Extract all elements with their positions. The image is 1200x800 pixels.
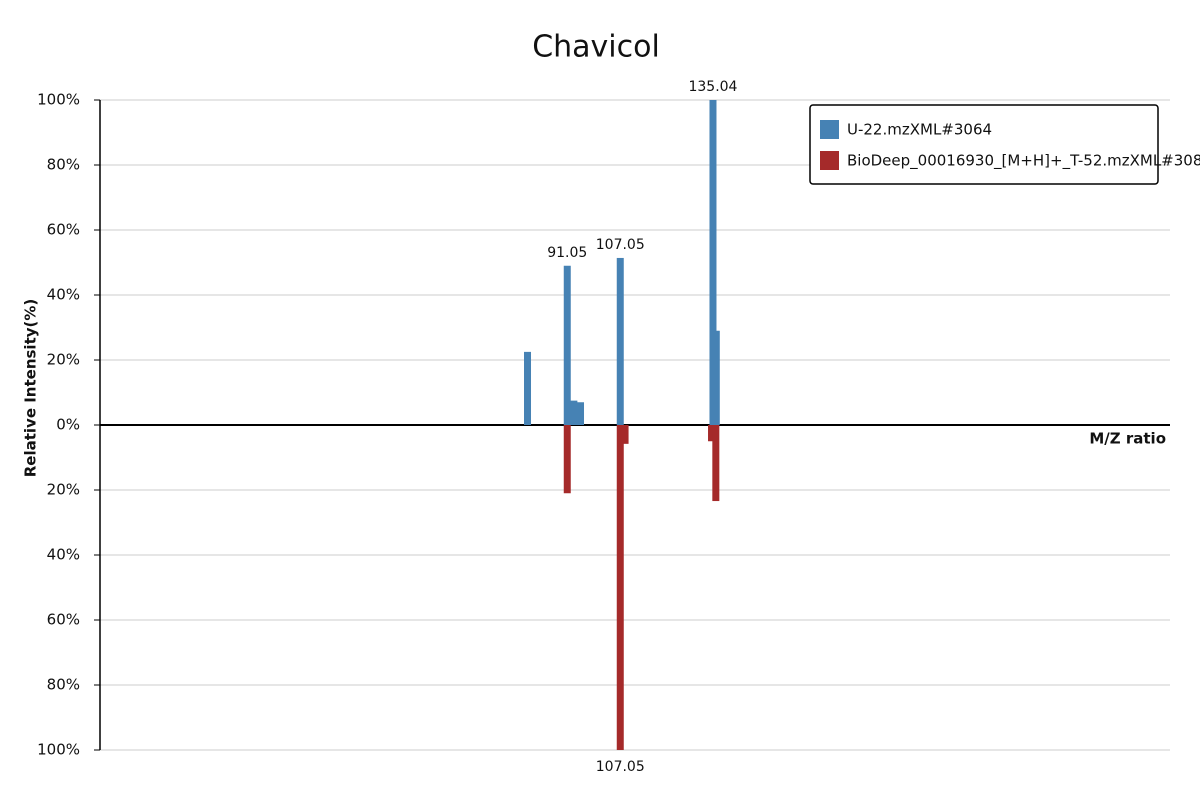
y-tick-label: 100%	[37, 91, 80, 109]
peak-bar	[563, 265, 571, 425]
peak-bar	[712, 425, 720, 502]
peak-label: 107.05	[596, 237, 645, 253]
legend-label: BioDeep_00016930_[M+H]+_T-52.mzXML#3080	[847, 152, 1200, 171]
peak-bar	[524, 351, 532, 425]
peak-bar	[577, 402, 585, 425]
peak-bar	[621, 425, 629, 444]
y-tick-label: 0%	[56, 416, 80, 434]
y-tick-label: 60%	[47, 611, 80, 629]
legend-swatch	[820, 151, 839, 170]
y-tick-label: 20%	[47, 351, 80, 369]
peak-bar	[708, 425, 716, 442]
peak-bar	[709, 100, 717, 425]
peak-label: 91.05	[547, 245, 587, 261]
y-tick-label: 60%	[47, 221, 80, 239]
y-tick-label: 100%	[37, 741, 80, 759]
y-tick-label: 80%	[47, 676, 80, 694]
peak-bar	[563, 425, 571, 494]
y-tick-label: 20%	[47, 481, 80, 499]
legend-box	[809, 104, 1159, 185]
y-tick-label: 40%	[47, 286, 80, 304]
peak-label: 135.04	[688, 79, 737, 95]
peak-bar	[616, 257, 624, 425]
peak-bar	[616, 425, 624, 750]
y-axis-title: Relative Intensity(%)	[22, 299, 40, 478]
y-tick-label: 40%	[47, 546, 80, 564]
peak-label: 107.05	[596, 759, 645, 775]
chart-title: Chavicol	[532, 30, 660, 65]
legend-label: U-22.mzXML#3064	[847, 121, 992, 139]
y-tick-label: 80%	[47, 156, 80, 174]
x-axis-title: M/Z ratio	[1089, 430, 1166, 448]
legend-swatch	[820, 120, 839, 139]
peak-bar	[570, 400, 578, 425]
peak-bar	[712, 330, 720, 425]
